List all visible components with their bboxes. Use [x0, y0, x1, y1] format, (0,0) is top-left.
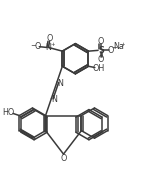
Text: O: O: [60, 154, 67, 163]
Text: OH: OH: [93, 64, 105, 73]
Text: N: N: [46, 43, 51, 52]
Text: +: +: [121, 42, 125, 47]
Text: HO: HO: [3, 108, 15, 117]
Text: O: O: [34, 42, 41, 51]
Text: O: O: [108, 46, 114, 55]
Text: S: S: [98, 46, 104, 55]
Text: +: +: [50, 42, 55, 47]
Text: −: −: [30, 43, 36, 49]
Text: O: O: [98, 37, 104, 46]
Text: O: O: [98, 55, 104, 64]
Text: −: −: [112, 45, 118, 51]
Text: N: N: [57, 79, 63, 88]
Text: O: O: [46, 33, 53, 43]
Text: Na: Na: [113, 42, 124, 51]
Text: N: N: [51, 95, 57, 104]
